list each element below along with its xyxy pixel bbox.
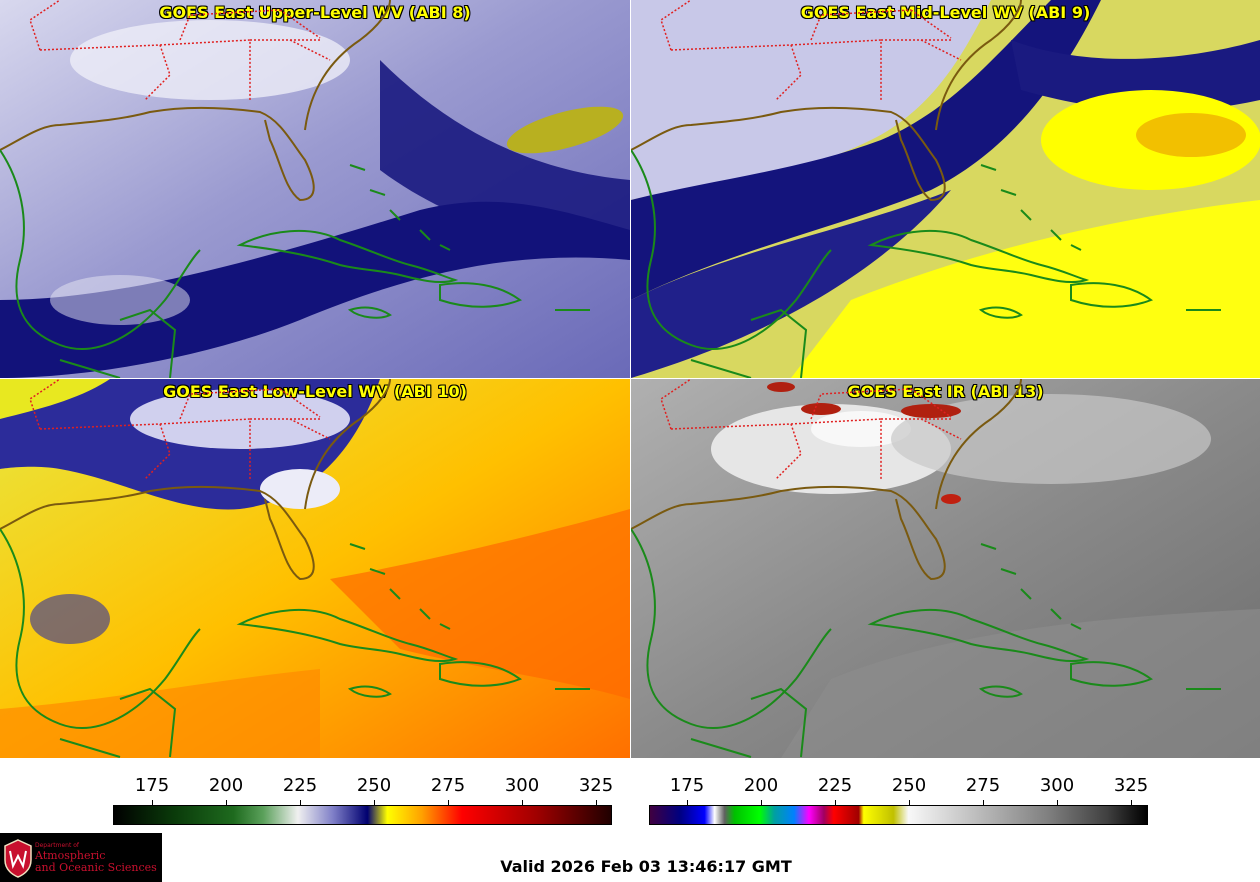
ir-tick-label: 175 xyxy=(669,775,705,796)
wv-upper-image xyxy=(0,0,630,378)
ir-tick-mark xyxy=(1131,800,1132,806)
ir-tick-mark xyxy=(1057,800,1058,806)
ir-tick-label: 225 xyxy=(817,775,853,796)
geo-overlay-bl xyxy=(0,379,591,758)
wv-tick-label: 300 xyxy=(504,775,540,796)
logo-line1: Department of xyxy=(35,842,79,849)
geo-overlay-tl xyxy=(0,0,591,378)
ir-tick-mark xyxy=(909,800,910,806)
wv-tick-label: 225 xyxy=(282,775,318,796)
ir-tick-label: 250 xyxy=(891,775,927,796)
logo-line2: Atmospheric xyxy=(35,849,106,862)
ir-tick-mark xyxy=(983,800,984,806)
ir-tick-label: 325 xyxy=(1113,775,1149,796)
wv-tick-mark xyxy=(226,800,227,806)
wv-tick-mark xyxy=(374,800,375,806)
uw-crest-icon xyxy=(4,839,32,878)
panel-title: GOES East Upper-Level WV (ABI 8) xyxy=(159,3,471,22)
wv-tick-label: 200 xyxy=(208,775,244,796)
panel-upper-level-wv: GOES East Upper-Level WV (ABI 8) xyxy=(0,0,630,378)
wv-colorbar xyxy=(113,805,612,825)
wv-tick-mark xyxy=(596,800,597,806)
ir-tick-label: 300 xyxy=(1039,775,1075,796)
ir-colorbar-ticks: 175 200 225 250 275 300 325 xyxy=(0,775,1260,807)
panel-title: GOES East IR (ABI 13) xyxy=(847,382,1044,401)
ir-tick-label: 275 xyxy=(965,775,1001,796)
ir-tick-mark xyxy=(835,800,836,806)
wv-tick-label: 275 xyxy=(430,775,466,796)
logo-line3: and Oceanic Sciences xyxy=(35,861,157,874)
wv-tick-label: 325 xyxy=(578,775,614,796)
panel-title: GOES East Mid-Level WV (ABI 9) xyxy=(800,3,1091,22)
ir-tick-label: 200 xyxy=(743,775,779,796)
wv-tick-label: 175 xyxy=(134,775,170,796)
geo-overlay-tr xyxy=(631,0,1222,378)
geo-overlay-br xyxy=(631,379,1222,758)
wv-tick-label: 250 xyxy=(356,775,392,796)
ir-tick-mark xyxy=(687,800,688,806)
wv-tick-mark xyxy=(300,800,301,806)
wv-tick-mark xyxy=(522,800,523,806)
valid-time: Valid 2026 Feb 03 13:46:17 GMT xyxy=(500,857,792,876)
wv-tick-mark xyxy=(152,800,153,806)
wv-colorbar-ticks: 175 200 225 250 275 300 325 xyxy=(0,775,630,807)
aos-logo: Department of Atmospheric and Oceanic Sc… xyxy=(0,833,162,882)
wv-tick-mark xyxy=(448,800,449,806)
panel-title: GOES East Low-Level WV (ABI 10) xyxy=(163,382,467,401)
ir-tick-mark xyxy=(761,800,762,806)
ir-colorbar xyxy=(649,805,1148,825)
